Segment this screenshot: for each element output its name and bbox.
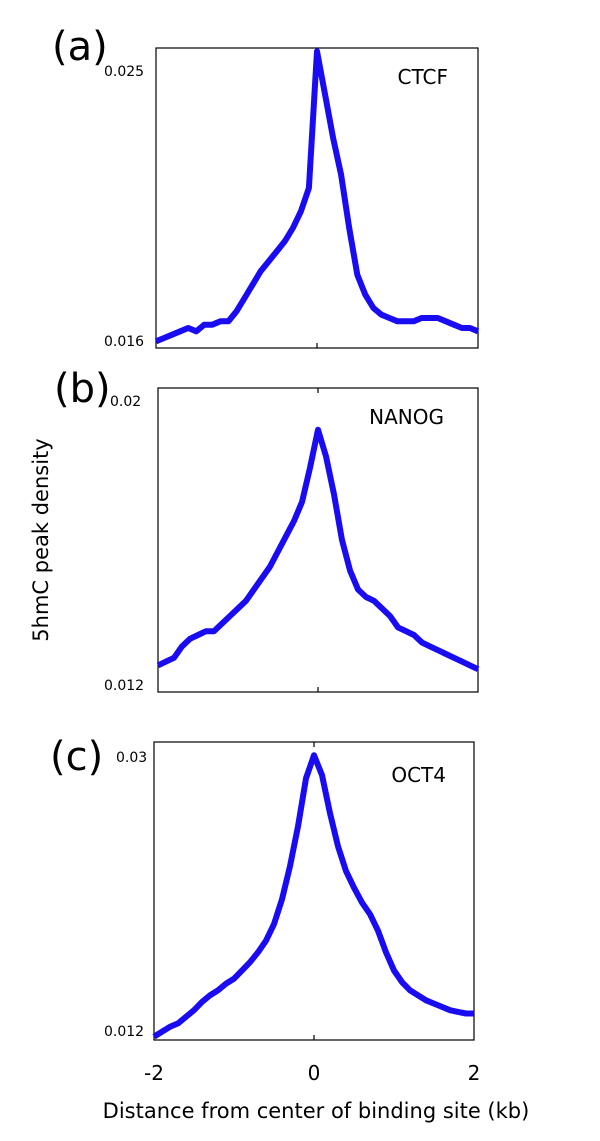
panel-b-letter: (b) (54, 366, 111, 412)
panel-c-ytick-max: 0.03 (116, 750, 147, 766)
panel-a-letter: (a) (52, 24, 108, 70)
panel-b-series-name: NANOG (369, 405, 444, 429)
panel-a-ytick-max: 0.025 (104, 64, 144, 80)
panel-c-series-name: OCT4 (391, 763, 446, 787)
panel-a-series-name: CTCF (398, 65, 448, 89)
panel-c-ytick-min: 0.012 (104, 1024, 144, 1040)
panel-c-series-line (152, 752, 474, 1040)
panel-b-ytick-max: 0.02 (110, 394, 141, 410)
panel-a-series-line (154, 48, 480, 345)
panel-b-ytick-min: 0.012 (104, 678, 144, 694)
panel-c-letter: (c) (50, 734, 103, 780)
panel-b-series-line (156, 426, 480, 672)
x-tick-label: 2 (468, 1061, 481, 1085)
x-tick-label: 0 (308, 1061, 321, 1085)
x-axis-title: Distance from center of binding site (kb… (103, 1099, 530, 1123)
x-tick-label: -2 (144, 1061, 164, 1085)
y-axis-title: 5hmC peak density (29, 438, 53, 641)
panel-a-ytick-min: 0.016 (104, 334, 144, 350)
